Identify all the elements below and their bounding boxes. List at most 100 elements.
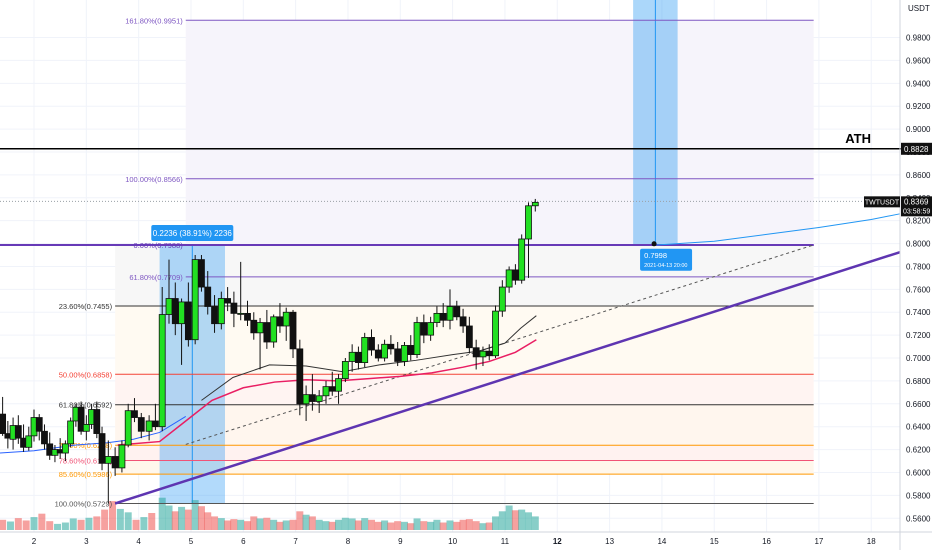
candle-down[interactable] — [198, 259, 205, 288]
candle-up[interactable] — [178, 301, 185, 325]
candle-up[interactable] — [62, 443, 69, 454]
candle-down[interactable] — [98, 433, 106, 464]
last-price-badge — [901, 196, 932, 217]
candle-up[interactable] — [335, 378, 342, 392]
candle-up[interactable] — [413, 322, 421, 355]
time-tick-label: 11 — [501, 537, 510, 546]
time-tick-label: 3 — [84, 537, 89, 546]
candle-down[interactable] — [276, 316, 284, 327]
volume-bar — [400, 521, 408, 530]
candle-up[interactable] — [381, 343, 388, 359]
candle-up[interactable] — [315, 395, 323, 402]
candle-up[interactable] — [282, 311, 290, 327]
candle-up[interactable] — [118, 444, 126, 469]
candle-up[interactable] — [124, 410, 132, 446]
candle-up[interactable] — [165, 298, 173, 315]
volume-bar — [420, 521, 428, 530]
candle-down[interactable] — [308, 394, 316, 402]
candle-down[interactable] — [131, 410, 138, 418]
support-trendline[interactable] — [114, 250, 901, 505]
candle-down[interactable] — [374, 349, 382, 359]
fib-level-label: 50.00%(0.6858) — [59, 370, 113, 379]
candle-down[interactable] — [453, 306, 461, 318]
fib-level-label: 23.60%(0.7455) — [59, 302, 113, 311]
candle-up[interactable] — [401, 345, 408, 362]
candle-down[interactable] — [77, 406, 85, 432]
candle-up[interactable] — [518, 238, 526, 281]
candle-up[interactable] — [531, 201, 539, 207]
candle-down[interactable] — [41, 430, 48, 445]
candle-down[interactable] — [224, 298, 232, 304]
candle-up[interactable] — [25, 435, 33, 448]
volume-bar — [178, 506, 186, 530]
price-tick-label: 0.7200 — [906, 331, 931, 340]
candle-down[interactable] — [465, 325, 473, 349]
candle-down[interactable] — [328, 386, 336, 392]
fib-extension-zone — [185, 20, 814, 245]
candle-down[interactable] — [485, 350, 493, 357]
candle-up[interactable] — [270, 316, 278, 343]
candle-down[interactable] — [152, 420, 159, 428]
candle-down[interactable] — [472, 347, 480, 358]
candle-down[interactable] — [230, 302, 238, 314]
candle-up[interactable] — [525, 205, 532, 240]
time-tick-label: 9 — [398, 537, 403, 546]
candle-down[interactable] — [184, 301, 192, 341]
candle-down[interactable] — [394, 348, 402, 362]
candle-down[interactable] — [171, 298, 179, 325]
candle-down[interactable] — [111, 456, 119, 469]
candle-up[interactable] — [145, 420, 153, 432]
candle-up[interactable] — [302, 394, 310, 405]
candle-down[interactable] — [14, 425, 22, 439]
candle-up[interactable] — [433, 312, 441, 323]
candle-down[interactable] — [296, 348, 304, 405]
candle-up[interactable] — [361, 337, 369, 364]
volume-bar — [46, 521, 54, 530]
candle-up[interactable] — [82, 424, 90, 432]
candle-down[interactable] — [439, 312, 447, 321]
candle-up[interactable] — [446, 306, 454, 321]
candle-down[interactable] — [407, 345, 415, 355]
candle-up[interactable] — [348, 351, 356, 362]
candle-down[interactable] — [420, 322, 428, 336]
candle-up[interactable] — [498, 286, 506, 312]
fib-level-label: 61.80%(0.6592) — [59, 401, 113, 410]
candle-up[interactable] — [505, 269, 513, 288]
candle-down[interactable] — [137, 417, 145, 432]
candle-up[interactable] — [191, 259, 199, 341]
candle-up[interactable] — [104, 456, 112, 464]
candle-down[interactable] — [512, 269, 519, 281]
candle-up[interactable] — [492, 310, 499, 357]
candle-up[interactable] — [479, 350, 487, 358]
candle-down[interactable] — [204, 286, 212, 307]
candle-up[interactable] — [427, 322, 435, 336]
candle-down[interactable] — [459, 316, 467, 327]
candle-down[interactable] — [387, 343, 395, 350]
volume-bar — [485, 522, 493, 530]
candle-up[interactable] — [237, 312, 245, 315]
price-tick-label: 0.9200 — [906, 102, 931, 111]
candle-down[interactable] — [211, 306, 218, 325]
dashed-trendline[interactable] — [185, 244, 814, 445]
candle-down[interactable] — [289, 311, 297, 350]
candle-down[interactable] — [250, 319, 258, 334]
volume-bar — [472, 521, 480, 530]
candle-up[interactable] — [158, 314, 166, 428]
candle-down[interactable] — [368, 337, 375, 351]
candle-down[interactable] — [35, 417, 43, 432]
candle-down[interactable] — [0, 413, 7, 434]
candle-up[interactable] — [341, 361, 349, 380]
candle-up[interactable] — [67, 420, 75, 445]
candle-up[interactable] — [217, 298, 225, 325]
volume-bar — [524, 512, 532, 530]
candle-down[interactable] — [93, 409, 101, 434]
candle-up[interactable] — [322, 386, 330, 397]
candle-up[interactable] — [256, 322, 264, 334]
marker-point[interactable] — [651, 241, 657, 247]
candle-down[interactable] — [244, 312, 251, 321]
volume-bar — [109, 501, 116, 530]
candle-down[interactable] — [355, 351, 362, 364]
candle-down[interactable] — [263, 322, 271, 343]
volume-bar — [85, 517, 93, 530]
